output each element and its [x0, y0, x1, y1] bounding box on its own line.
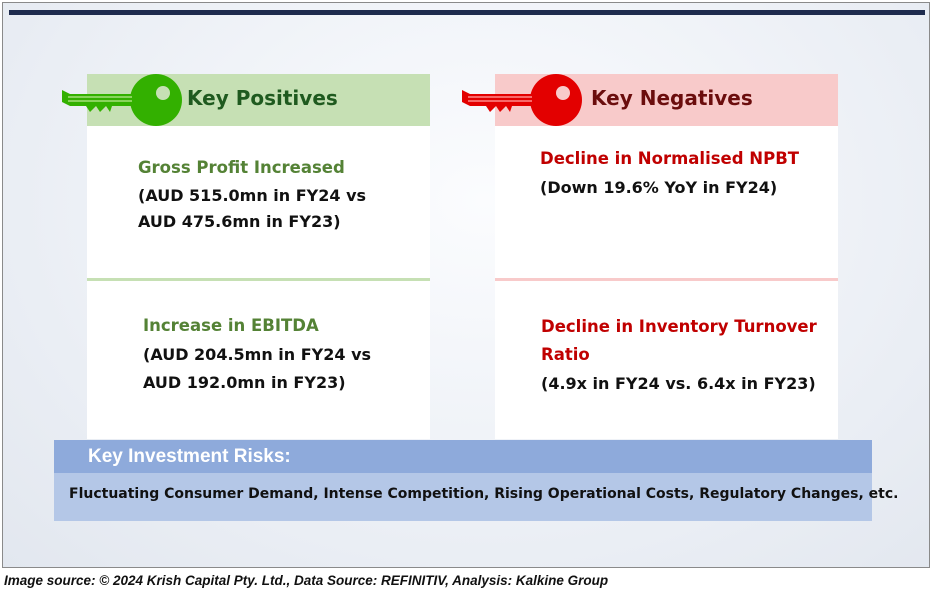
inventory-turnover-title-line-1: Decline in Inventory Turnover — [541, 317, 817, 336]
risks-header: Key Investment Risks: — [54, 440, 872, 473]
risks-body: Fluctuating Consumer Demand, Intense Com… — [54, 473, 898, 521]
gross-profit-line-2: AUD 475.6mn in FY23) — [138, 212, 341, 231]
negative-card-npbt: Decline in Normalised NPBT (Down 19.6% Y… — [495, 126, 838, 281]
negative-card-inventory-turnover: Decline in Inventory Turnover Ratio (4.9… — [495, 281, 838, 439]
gross-profit-line-1: (AUD 515.0mn in FY24 vs — [138, 186, 367, 205]
top-border-bar — [9, 10, 925, 15]
positive-card-ebitda: Increase in EBITDA (AUD 204.5mn in FY24 … — [87, 281, 430, 439]
ebitda-line-1: (AUD 204.5mn in FY24 vs — [143, 345, 372, 364]
inventory-turnover-title-line-2: Ratio — [541, 345, 590, 364]
npbt-line-1: (Down 19.6% YoY in FY24) — [540, 178, 778, 197]
red-key-icon — [462, 74, 582, 126]
key-negatives-title: Key Negatives — [591, 86, 753, 110]
risks-heading: Key Investment Risks: — [88, 446, 291, 467]
source-caption: Image source: © 2024 Krish Capital Pty. … — [4, 573, 609, 588]
npbt-title: Decline in Normalised NPBT — [540, 149, 800, 168]
gross-profit-title: Gross Profit Increased — [138, 158, 345, 177]
positive-card-gross-profit: Gross Profit Increased (AUD 515.0mn in F… — [87, 126, 430, 281]
key-investment-risks-box: Key Investment Risks: Fluctuating Consum… — [54, 440, 898, 521]
key-positives-title: Key Positives — [187, 86, 338, 110]
inventory-turnover-line-1: (4.9x in FY24 vs. 6.4x in FY23) — [541, 374, 816, 393]
ebitda-line-2: AUD 192.0mn in FY23) — [143, 373, 346, 392]
green-key-icon — [62, 74, 182, 126]
ebitda-title: Increase in EBITDA — [143, 316, 319, 335]
risks-text: Fluctuating Consumer Demand, Intense Com… — [69, 486, 899, 502]
